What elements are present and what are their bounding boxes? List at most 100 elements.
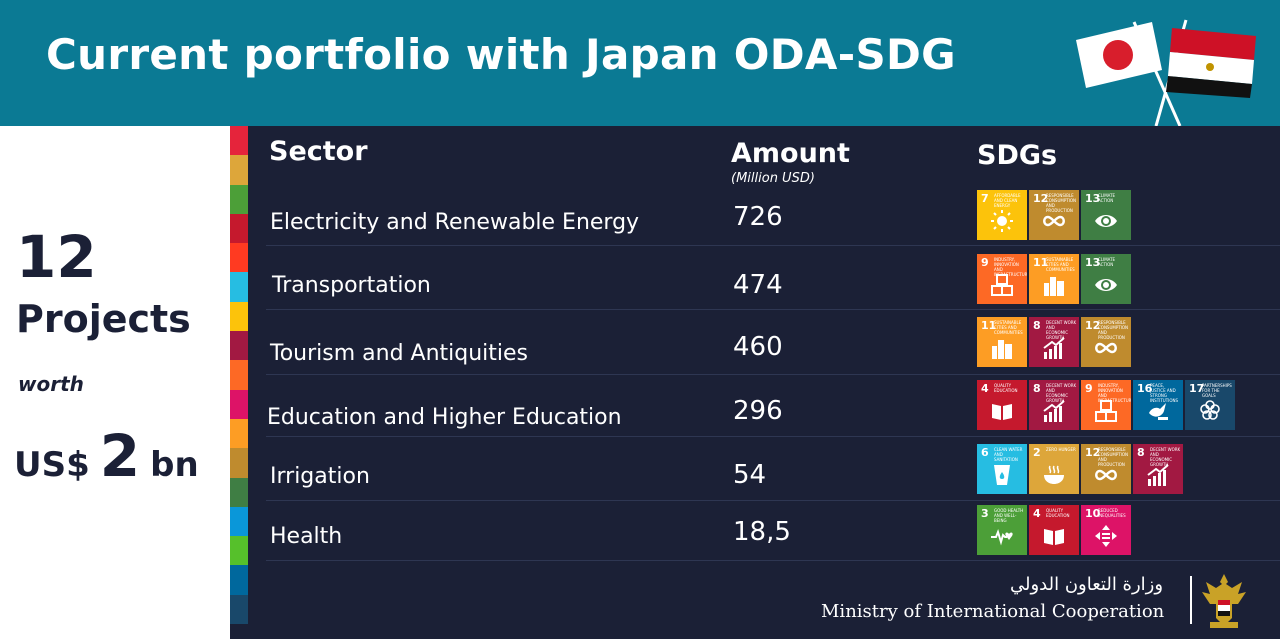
city-icon [992,340,1012,359]
row-divider [266,374,1280,375]
sdg-goal-4-tile: 4 Quality education [977,380,1027,430]
sdg-title: Responsible consumption and production [1098,320,1129,340]
sdg-number: 6 [981,446,989,459]
city-icon [1044,277,1064,296]
total-value: 2 [99,422,141,490]
sdg-icon-group: 7 Affordable and clean energy 12 Responsibl… [977,190,1131,240]
stripe-segment [230,155,248,185]
sdg-number: 7 [981,192,989,205]
sdg-icon-group: 11 Sustainable cities and communities 8 Dec… [977,317,1131,367]
cubes-icon [1095,400,1117,422]
sdg-icon-group: 6 Clean water and sanitation 2 Zero hunger 1… [977,444,1183,494]
sdg-title: Climate action [1098,257,1116,267]
stripe-segment [230,243,248,273]
stripe-segment [230,418,248,449]
stripe-segment [230,506,248,537]
project-count-label: Projects [16,297,191,341]
sdg-number: 4 [981,382,989,395]
sdg-goal-10-tile: 10 Reduced inequalities [1081,505,1131,555]
sdg-title: Climate action [1098,193,1116,203]
sdg-title: Clean water and sanitation [994,447,1023,462]
sdg-goal-2-tile: 2 Zero hunger [1029,444,1079,494]
infinity-icon [1043,215,1065,227]
sdg-goal-11-tile: 11 Sustainable cities and communities [977,317,1027,367]
stripe-segment [230,184,248,214]
bowl-icon [1044,465,1064,484]
stripe-segment [230,301,248,332]
sector-amount: 460 [733,332,783,362]
stripe-segment [230,389,248,419]
sdg-goal-9-tile: 9 Industry, innovation and infrastructure [1081,380,1131,430]
sdg-goal-6-tile: 6 Clean water and sanitation [977,444,1027,494]
sdg-number: 8 [1137,446,1145,459]
page-title: Current portfolio with Japan ODA-SDG [46,30,956,79]
sdg-title: Quality education [1046,508,1070,518]
sdg-number: 11 [1033,256,1049,269]
sdg-title: Sustainable cities and communities [1046,257,1075,272]
sdg-title: Industry, innovation and infrastructure [994,257,1027,277]
sdg-goal-12-tile: 12 Responsible consumption and production [1081,317,1131,367]
water-glass-icon [994,465,1010,485]
sdg-goal-13-tile: 13 Climate action [1081,190,1131,240]
growth-chart-icon [1043,400,1065,422]
sdg-number: 13 [1085,256,1101,269]
header-banner: Current portfolio with Japan ODA-SDG [0,0,1280,126]
sdg-title: Decent work and economic growth [1046,320,1077,340]
book-icon [1044,529,1064,545]
sdg-goal-3-tile: 3 Good health and well-being [977,505,1027,555]
growth-chart-icon [1147,464,1169,486]
infinity-icon [1095,342,1117,354]
sector-name: Education and Higher Education [267,405,622,430]
sdg-goal-11-tile: 11 Sustainable cities and communities [1029,254,1079,304]
footer-divider [1190,576,1192,624]
sdg-number: 9 [1085,382,1093,395]
sdg-goal-12-tile: 12 Responsible consumption and production [1029,190,1079,240]
sdg-title: Responsible consumption and production [1046,193,1077,213]
sdg-goal-17-tile: 17 Partnerships for the goals [1185,380,1235,430]
sdg-title: Affordable and clean energy [994,193,1021,208]
stripe-segment [230,213,248,244]
stripe-segment [230,331,248,361]
ministry-name-english: Ministry of International Cooperation [821,601,1165,622]
sdg-title: Good health and well-being [994,508,1024,523]
sdg-number: 8 [1033,319,1041,332]
summary-panel: 12 Projects worth US$ 2 bn [0,126,230,639]
sdg-goal-13-tile: 13 Climate action [1081,254,1131,304]
sector-name: Transportation [272,273,431,298]
column-header-amount: Amount [731,138,850,169]
eye-globe-icon [1095,279,1117,291]
total-currency: US$ [14,445,90,485]
stripe-segment [230,536,248,566]
sdg-color-stripe [230,126,248,639]
sdg-number: 8 [1033,382,1041,395]
sun-icon [991,210,1013,232]
total-unit: bn [150,445,199,485]
sdg-title: Quality education [994,383,1018,393]
sdg-number: 13 [1085,192,1101,205]
row-divider [266,436,1280,437]
sdg-goal-4-tile: 4 Quality education [1029,505,1079,555]
growth-chart-icon [1043,337,1065,359]
sector-name: Health [270,524,343,549]
egypt-eagle-emblem-icon [1202,574,1246,628]
equality-arrows-icon [1095,525,1117,547]
sdg-title: Decent work and economic growth [1046,383,1077,403]
flower-rings-icon [1200,400,1220,420]
sdg-goal-16-tile: 16 Peace, justice and strong institutions [1133,380,1183,430]
sdg-title: Responsible consumption and production [1098,447,1129,467]
sector-name: Electricity and Renewable Energy [270,210,640,235]
sdg-icon-group: 3 Good health and well-being 4 Quality educ… [977,505,1131,555]
project-count: 12 [16,223,97,291]
row-divider [266,560,1280,561]
stripe-segment [230,477,248,507]
sdg-icon-group: 4 Quality education 8 Decent work and econo… [977,380,1235,430]
infinity-icon [1095,469,1117,481]
worth-label: worth [18,372,84,396]
row-divider [266,245,1280,246]
sdg-title: Reduced inequalities [1098,508,1126,518]
sdg-number: 3 [981,507,989,520]
sdg-number: 17 [1189,382,1205,395]
book-icon [992,404,1012,420]
sdg-goal-8-tile: 8 Decent work and economic growth [1133,444,1183,494]
sdg-number: 2 [1033,446,1041,459]
